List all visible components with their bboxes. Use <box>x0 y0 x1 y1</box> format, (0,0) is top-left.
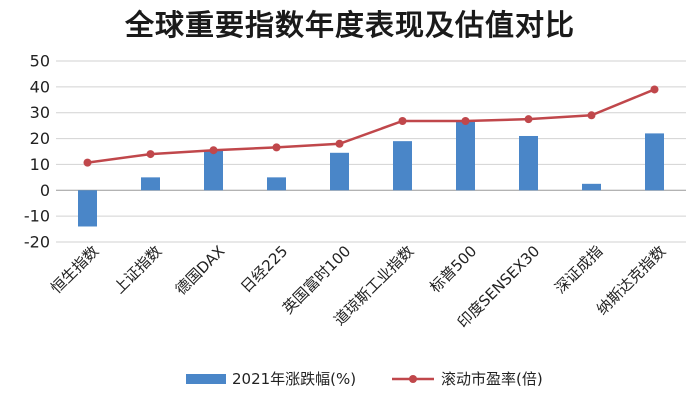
line-point <box>524 115 533 124</box>
line-point <box>83 158 92 167</box>
bar <box>456 120 475 191</box>
y-tick-label: 0 <box>40 181 50 200</box>
x-tick-label: 上证指数 <box>110 242 165 297</box>
legend-line-marker <box>409 375 417 383</box>
bar <box>393 141 412 191</box>
bar <box>267 177 286 191</box>
y-tick-label: 40 <box>30 77 50 96</box>
legend-bar-label: 2021年涨跌幅(%) <box>232 370 356 388</box>
bar <box>204 150 223 191</box>
bar <box>78 190 97 227</box>
grid <box>56 60 686 243</box>
chart-title: 全球重要指数年度表现及估值对比 <box>124 8 575 42</box>
line-point <box>650 85 659 94</box>
x-tick-label: 恒生指数 <box>47 242 102 297</box>
bar-series <box>78 120 664 227</box>
line-point <box>461 116 470 125</box>
line-point <box>335 139 344 148</box>
y-tick-label: 10 <box>30 155 50 174</box>
x-tick-label: 日经225 <box>237 242 291 296</box>
bar <box>141 177 160 191</box>
bar <box>645 133 664 191</box>
x-tick-label: 深证成指 <box>551 242 606 297</box>
y-tick-label: 50 <box>30 52 50 71</box>
pe-line <box>87 88 655 164</box>
y-tick-label: -10 <box>24 207 50 226</box>
line-point <box>587 111 596 120</box>
legend-line-label: 滚动市盈率(倍) <box>441 370 543 388</box>
bar <box>582 183 601 191</box>
bar <box>330 152 349 191</box>
line-point <box>209 146 218 155</box>
line-point <box>272 143 281 152</box>
y-axis-ticks: 50 40 30 20 10 0 -10 -20 <box>24 52 50 252</box>
legend: 2021年涨跌幅(%) 滚动市盈率(倍) <box>186 370 543 388</box>
x-tick-label: 德国DAX <box>172 242 228 298</box>
legend-bar-swatch <box>186 374 226 384</box>
line-point <box>146 150 155 159</box>
y-tick-label: -20 <box>24 233 50 252</box>
y-tick-label: 20 <box>30 129 50 148</box>
line-series <box>83 85 659 167</box>
y-tick-label: 30 <box>30 103 50 122</box>
line-point <box>398 116 407 125</box>
x-tick-label: 标普500 <box>426 242 480 296</box>
bar <box>519 135 538 191</box>
